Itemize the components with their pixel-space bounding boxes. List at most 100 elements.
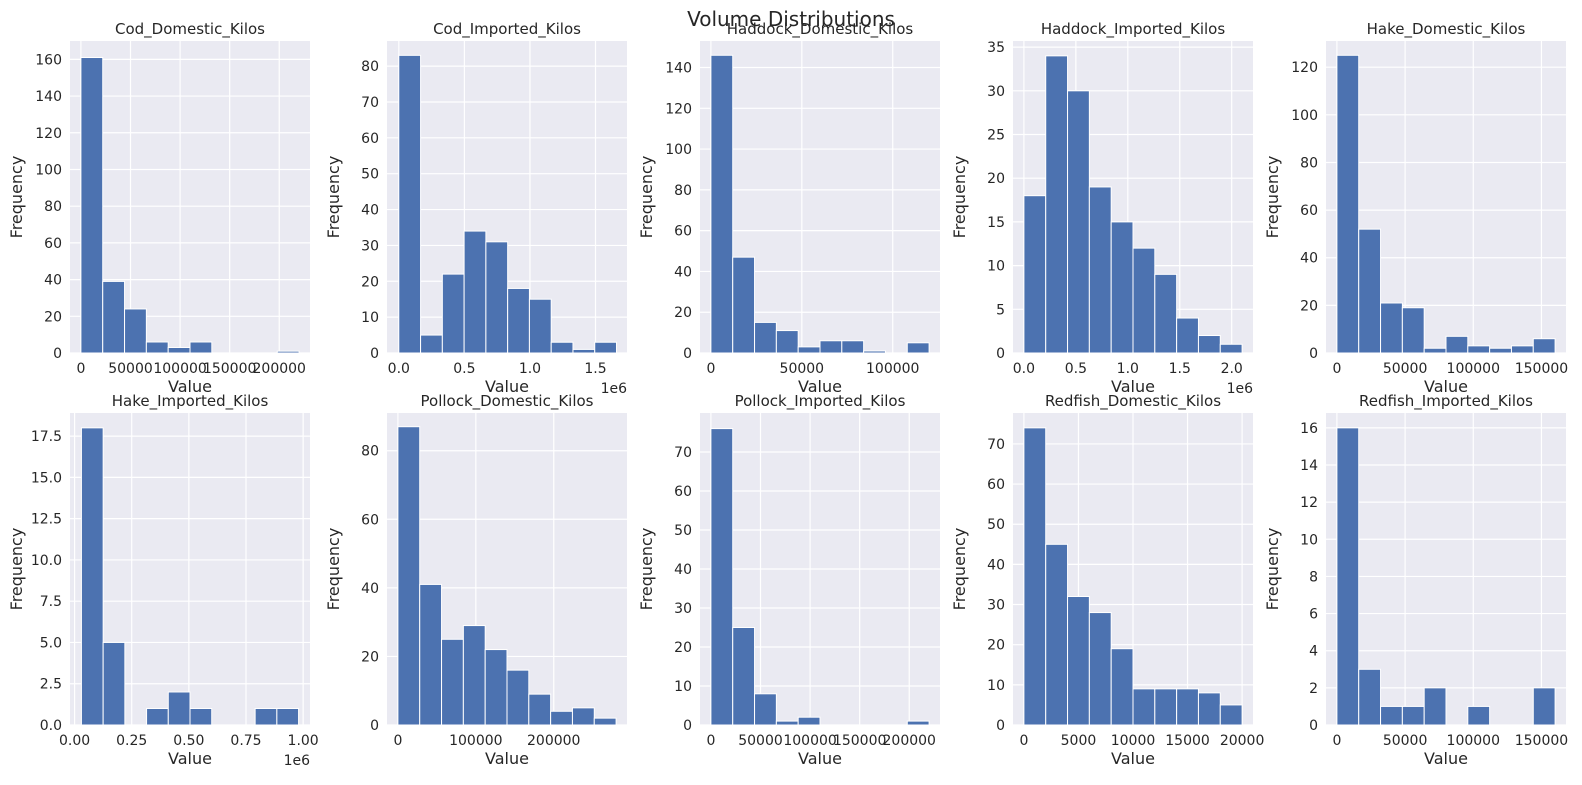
histogram-bar [398, 54, 422, 354]
y-tick-label: 10 [361, 310, 379, 326]
histogram-bar [463, 230, 487, 354]
y-tick-label: 8 [1309, 569, 1318, 585]
histogram-bar [572, 348, 596, 354]
y-tick-label: 60 [44, 236, 62, 252]
y-tick-label: 17.5 [31, 429, 62, 445]
y-tick-label: 30 [674, 601, 692, 617]
x-tick-label: 150000 [203, 361, 256, 377]
y-tick-label: 40 [674, 264, 692, 280]
panel-hake-imported-kilos: 0.00 0.25 0.50 0.75 1.00 0.0 2.5 5.0 7.5 10.0 12.5… [7, 392, 319, 769]
histogram-bar [124, 308, 147, 354]
y-tick-label: 60 [674, 484, 692, 500]
histogram-bar [1532, 687, 1556, 726]
x-tick-label: 0.0 [388, 361, 410, 377]
y-tick-label: 30 [987, 598, 1005, 614]
histogram-bar [145, 341, 169, 354]
x-tick-label: 100000 [1447, 733, 1500, 749]
y-tick-label: 30 [361, 238, 379, 254]
histogram-bar [550, 341, 574, 354]
y-axis-label: Frequency [1263, 156, 1282, 239]
y-tick-label: 0 [996, 346, 1005, 362]
x-tick-label: 5000 [1061, 733, 1097, 749]
histogram-bar [1088, 186, 1112, 354]
histogram-bar [420, 334, 443, 354]
panel-title: Haddock_Imported_Kilos [1041, 20, 1226, 39]
y-tick-label: 40 [361, 203, 379, 219]
histogram-bar [1045, 543, 1069, 726]
histogram-bar [1423, 687, 1447, 726]
histogram-bar [254, 707, 278, 726]
histogram-bar [1197, 335, 1221, 354]
panel-redfish-domestic-kilos: 0 5000 10000 15000 20000 0 10 20 30 40 50 60 70 Redfi… [950, 392, 1264, 768]
figure-title: Volume Distributions [687, 7, 895, 31]
y-axis-label: Frequency [324, 528, 343, 611]
histogram-bar [906, 342, 930, 354]
y-tick-label: 60 [361, 131, 379, 147]
histogram-bar [167, 346, 191, 354]
histogram-bar [1467, 705, 1491, 726]
x-tick-label: 1.00 [288, 733, 319, 749]
histogram-bar [507, 287, 530, 354]
histogram-bar [1176, 317, 1199, 354]
y-tick-label: 40 [674, 562, 692, 578]
histogram-bar [441, 273, 465, 354]
x-tick-label: 0.5 [453, 361, 475, 377]
y-tick-label: 0 [1309, 346, 1318, 362]
histogram-bar [1358, 668, 1382, 726]
y-tick-label: 140 [35, 89, 62, 105]
x-tick-label: 0.0 [1013, 361, 1035, 377]
x-axis-label: Value [485, 377, 529, 396]
histogram-bar [732, 256, 756, 354]
histogram-bar [1510, 345, 1534, 354]
histogram-bar [484, 649, 508, 726]
y-tick-label: 0 [683, 718, 692, 734]
x-tick-label: 0 [706, 733, 715, 749]
y-tick-label: 25 [987, 128, 1005, 144]
y-tick-label: 12.5 [31, 512, 62, 528]
histogram-bar [462, 625, 486, 726]
histogram-bar [1380, 302, 1403, 354]
y-tick-label: 120 [665, 101, 692, 117]
x-tick-label: 0 [1332, 361, 1341, 377]
x-tick-label: 1.0 [519, 361, 541, 377]
x-tick-label: 1.0 [1117, 361, 1139, 377]
x-tick-label: 0.5 [1065, 361, 1087, 377]
histogram-bar [419, 583, 443, 726]
x-tick-label: 150000 [833, 733, 886, 749]
x-tick-label: 200000 [253, 361, 306, 377]
x-tick-label: 10000 [1111, 733, 1156, 749]
histogram-bar [1132, 688, 1156, 726]
y-tick-label: 40 [44, 273, 62, 289]
y-tick-label: 20 [361, 649, 379, 665]
histogram-bar [189, 707, 213, 726]
y-tick-label: 7.5 [40, 594, 62, 610]
y-tick-label: 160 [35, 52, 62, 68]
x-tick-label: 200000 [883, 733, 936, 749]
histogram-bar [710, 428, 734, 726]
panel-title: Redfish_Imported_Kilos [1359, 392, 1533, 411]
y-tick-label: 60 [1300, 203, 1318, 219]
y-tick-label: 14 [1300, 458, 1318, 474]
panel-redfish-imported-kilos: 0 50000 100000 150000 0 2 4 6 8 10 12 14 16 Redfish_I… [1263, 392, 1568, 768]
histogram-bar [1176, 688, 1199, 726]
y-tick-label: 120 [1291, 60, 1318, 76]
histogram-bar [102, 280, 126, 354]
x-tick-label: 50000 [780, 361, 825, 377]
histogram-bar [189, 341, 213, 354]
histogram-bar [528, 693, 552, 726]
histogram-bar [1336, 427, 1360, 726]
histogram-bar [1336, 54, 1360, 354]
histogram-bar [594, 341, 618, 354]
panel-hake-domestic-kilos: 0 50000 100000 150000 0 20 40 60 80 100 120 Hake_Do… [1263, 20, 1568, 396]
histogram-bar [1088, 612, 1112, 726]
histogram-bar [1467, 345, 1491, 354]
histogram-bar [528, 298, 552, 354]
histogram-bar [1023, 427, 1047, 726]
y-tick-label: 4 [1309, 644, 1318, 660]
histogram-bar [80, 427, 104, 726]
y-tick-label: 40 [1300, 251, 1318, 267]
y-tick-label: 120 [35, 126, 62, 142]
x-axis-label: Value [1111, 377, 1155, 396]
x-tick-label: 1.5 [584, 361, 606, 377]
